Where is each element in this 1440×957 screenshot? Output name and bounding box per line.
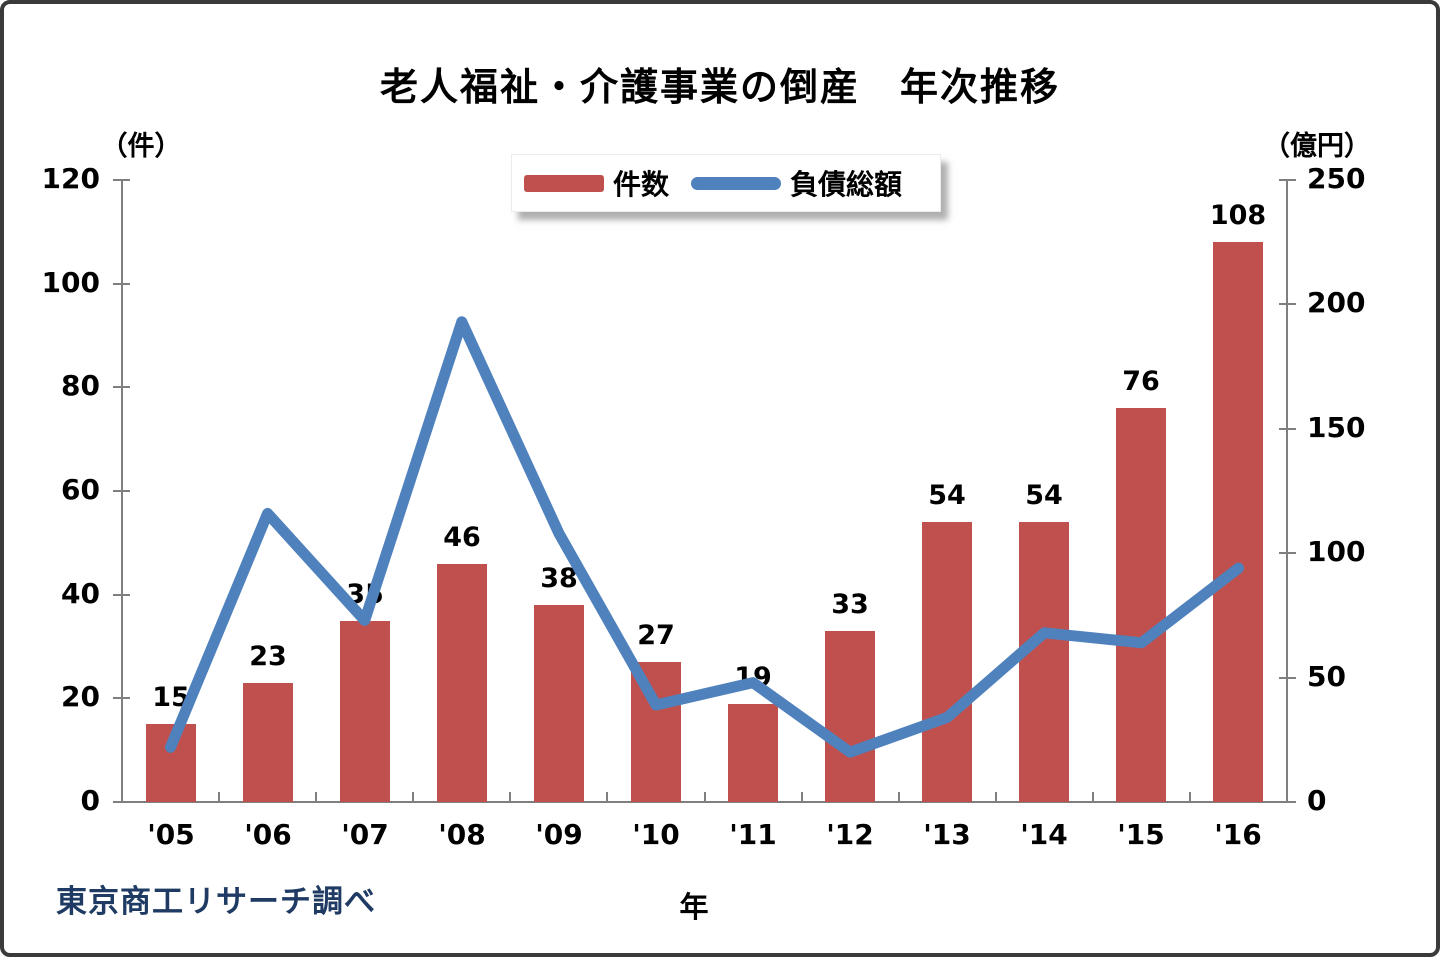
y-axis-right xyxy=(1286,180,1288,803)
bar-value-label: 33 xyxy=(831,589,869,620)
bar-value-label: 27 xyxy=(637,620,675,651)
plot-area: 0 20 40 60 80 100 120 0 50 100 150 200 250 15 23 35 46 38… xyxy=(4,4,1436,953)
bar xyxy=(728,704,778,802)
bar-value-label: 108 xyxy=(1209,200,1267,231)
right-axis-tick-label: 200 xyxy=(1307,286,1366,319)
x-tick-label: '11 xyxy=(729,818,777,851)
x-axis-tick xyxy=(1092,792,1094,802)
left-axis-tick xyxy=(113,594,130,596)
left-axis-tick-label: 80 xyxy=(61,369,100,402)
legend-line-swatch-icon xyxy=(691,176,782,190)
right-axis-tick xyxy=(1279,428,1296,430)
right-axis-tick-label: 150 xyxy=(1307,411,1366,444)
x-tick-label: '12 xyxy=(826,818,874,851)
debt-total-polyline xyxy=(165,316,1244,758)
left-axis-tick xyxy=(113,490,130,492)
legend: 件数 負債総額 xyxy=(511,154,941,212)
bar xyxy=(1213,242,1263,802)
left-axis-unit-label: （件） xyxy=(100,131,182,162)
right-axis-tick xyxy=(1279,801,1296,803)
x-axis-tick xyxy=(315,792,317,802)
x-axis-tick xyxy=(1189,792,1191,802)
bar xyxy=(243,683,293,802)
bar xyxy=(1116,408,1166,802)
x-axis-tick xyxy=(801,792,803,802)
x-tick-label: '15 xyxy=(1117,818,1165,851)
bar-value-label: 54 xyxy=(928,480,966,511)
x-tick-label: '05 xyxy=(147,818,195,851)
x-axis-tick xyxy=(412,792,414,802)
right-axis-tick xyxy=(1279,303,1296,305)
left-axis-tick xyxy=(113,179,130,181)
legend-bar-swatch-icon xyxy=(524,174,604,192)
bar-value-label: 23 xyxy=(249,641,287,672)
x-tick-label: '14 xyxy=(1020,818,1068,851)
bar-value-label: 38 xyxy=(540,563,578,594)
right-axis-tick-label: 0 xyxy=(1307,784,1327,817)
right-axis-tick xyxy=(1279,179,1296,181)
left-axis-tick xyxy=(113,386,130,388)
x-axis-title: 年 xyxy=(679,890,709,924)
bar-value-label: 76 xyxy=(1122,366,1160,397)
bar xyxy=(1019,522,1069,802)
x-tick-label: '09 xyxy=(535,818,583,851)
x-axis-tick xyxy=(509,792,511,802)
legend-label-cases: 件数 xyxy=(613,168,670,201)
right-axis-tick xyxy=(1279,677,1296,679)
x-tick-label: '16 xyxy=(1214,818,1262,851)
x-tick-label: '10 xyxy=(632,818,680,851)
chart-title: 老人福祉・介護事業の倒産 年次推移 xyxy=(379,65,1060,109)
debt-total-line xyxy=(165,316,1244,758)
bar-value-label: 46 xyxy=(443,522,481,553)
left-axis-tick xyxy=(113,801,130,803)
left-axis-tick-label: 40 xyxy=(61,577,100,610)
x-axis-tick xyxy=(218,792,220,802)
source-note: 東京商工リサーチ調べ xyxy=(56,884,376,920)
right-axis-tick-label: 50 xyxy=(1307,660,1346,693)
legend-label-debt: 負債総額 xyxy=(790,168,903,201)
left-axis-tick-label: 20 xyxy=(61,680,100,713)
x-tick-label: '08 xyxy=(438,818,486,851)
x-tick-label: '13 xyxy=(923,818,971,851)
right-axis-tick-label: 250 xyxy=(1307,162,1366,195)
right-axis-tick-label: 100 xyxy=(1307,535,1366,568)
bar xyxy=(340,621,390,802)
x-axis-tick xyxy=(898,792,900,802)
bar xyxy=(437,564,487,802)
bar xyxy=(825,631,875,802)
left-axis-tick xyxy=(113,697,130,699)
left-axis-tick-label: 60 xyxy=(61,473,100,506)
x-tick-label: '07 xyxy=(341,818,389,851)
bar xyxy=(922,522,972,802)
bar xyxy=(534,605,584,802)
x-tick-label: '06 xyxy=(244,818,292,851)
right-axis-unit-label: （億円） xyxy=(1263,131,1371,162)
left-axis-tick-label: 120 xyxy=(41,162,100,195)
x-axis-tick xyxy=(606,792,608,802)
left-axis-tick-label: 100 xyxy=(41,266,100,299)
left-axis-tick xyxy=(113,283,130,285)
left-axis-tick-label: 0 xyxy=(80,784,100,817)
bar-value-label: 54 xyxy=(1025,480,1063,511)
x-axis-tick xyxy=(995,792,997,802)
x-axis-tick xyxy=(704,792,706,802)
right-axis-tick xyxy=(1279,552,1296,554)
x-axis xyxy=(121,801,1288,803)
